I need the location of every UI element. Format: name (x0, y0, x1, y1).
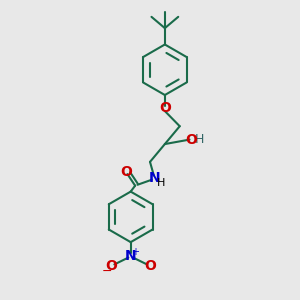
Text: N: N (125, 248, 136, 262)
Text: O: O (159, 101, 171, 116)
Text: O: O (144, 259, 156, 273)
Text: O: O (120, 165, 132, 179)
Text: O: O (185, 133, 197, 147)
Text: −: − (102, 265, 112, 278)
Text: O: O (105, 259, 117, 273)
Text: H: H (157, 178, 165, 188)
Text: +: + (130, 247, 139, 256)
Text: H: H (195, 133, 204, 146)
Text: N: N (148, 171, 160, 185)
